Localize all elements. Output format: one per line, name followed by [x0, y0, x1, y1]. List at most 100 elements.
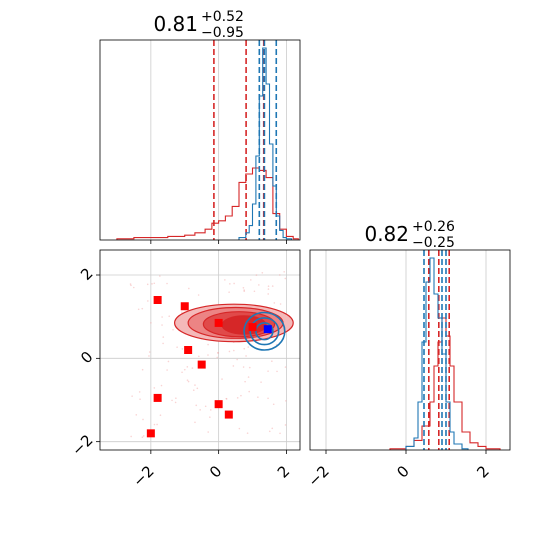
right-hist-series-0	[389, 317, 501, 450]
marginal-right-panel: −2 0 2	[304, 249, 511, 490]
joint-sample-dot	[161, 316, 163, 318]
joint-sample-dot	[243, 347, 246, 350]
joint-sample-dot	[194, 384, 196, 386]
joint-sample-dot	[167, 360, 170, 363]
joint-xtick-label-2: 2	[274, 462, 293, 481]
blue-marker	[263, 325, 272, 334]
joint-sample-dot	[159, 275, 161, 277]
joint-sample-dot	[258, 284, 260, 286]
joint-sample-dot	[156, 423, 158, 426]
right-title-plus: +0.26	[412, 219, 455, 235]
joint-sample-dot	[130, 435, 132, 438]
top-hist-series-1	[238, 47, 293, 240]
right-title: 0.82 +0.26 −0.25	[364, 219, 455, 251]
joint-sample-dot	[207, 354, 209, 356]
joint-sample-dot	[285, 400, 287, 402]
joint-sample-dot	[153, 387, 156, 389]
joint-sample-dot	[204, 405, 207, 408]
right-frame	[309, 249, 511, 451]
red-marker-5	[248, 323, 257, 332]
joint-sample-dot	[268, 430, 271, 433]
joint-sample-dot	[284, 277, 287, 280]
joint-sample-dot	[186, 366, 189, 368]
joint-sample-dot	[236, 358, 238, 361]
top-title-minus: −0.95	[201, 25, 244, 41]
joint-sample-dot	[141, 436, 144, 439]
joint-sample-dot	[159, 414, 162, 417]
joint-sample-dot	[138, 391, 141, 393]
joint-sample-dot	[166, 369, 168, 371]
joint-sample-dot	[181, 311, 183, 313]
joint-sample-dot	[166, 282, 168, 285]
blue-contour-0	[243, 311, 286, 351]
joint-sample-dot	[248, 366, 251, 369]
joint-sample-dot	[249, 279, 252, 281]
joint-sample-dot	[146, 283, 149, 286]
joint-sample-dot	[276, 370, 278, 373]
joint-sample-dot	[186, 379, 189, 381]
joint-sample-dot	[271, 360, 273, 362]
right-xtick-label-1: 0	[393, 462, 412, 481]
joint-sample-dot	[243, 290, 246, 292]
joint-sample-dot	[273, 302, 276, 304]
top-frame	[99, 39, 301, 241]
joint-sample-dot	[132, 286, 135, 289]
joint-sample-dot	[255, 274, 258, 276]
joint-sample-dot	[284, 366, 287, 368]
blue-contour-1	[249, 317, 280, 346]
joint-sample-dot	[141, 368, 144, 371]
joint-sample-dot	[240, 394, 242, 397]
joint-sample-dot	[221, 378, 223, 380]
joint-sample-dot	[148, 355, 150, 357]
joint-sample-dot	[162, 336, 165, 338]
joint-sample-dot	[248, 390, 250, 393]
joint-sample-dot	[137, 308, 140, 311]
joint-sample-dot	[257, 396, 259, 398]
joint-sample-dot	[171, 399, 173, 402]
joint-sample-dot	[244, 380, 246, 383]
joint-sample-dot	[188, 287, 190, 290]
joint-sample-dot	[183, 368, 186, 371]
joint-sample-dot	[242, 366, 245, 368]
joint-sample-dot	[187, 380, 190, 383]
joint-ytick-label-1: 0	[77, 348, 96, 367]
joint-sample-dot	[260, 381, 262, 383]
joint-sample-dot	[207, 343, 209, 346]
joint-sample-dot	[228, 350, 231, 353]
joint-sample-dot	[135, 414, 138, 416]
joint-sample-dot	[267, 293, 270, 295]
joint-sample-dot	[217, 352, 219, 354]
joint-sample-dot	[129, 283, 132, 285]
joint-ytick-label-0: −2	[68, 431, 96, 459]
joint-sample-dot	[191, 367, 194, 369]
red-marker-0	[153, 296, 162, 304]
joint-sample-dot	[284, 424, 287, 426]
red-marker-6	[153, 393, 162, 402]
joint-sample-dot	[247, 376, 250, 378]
joint-sample-dot	[198, 355, 200, 358]
joint-sample-dot	[131, 395, 133, 397]
joint-sample-dot	[181, 348, 184, 350]
red-marker-3	[197, 360, 206, 369]
marginal-top-panel	[99, 39, 301, 244]
joint-sample-dot	[272, 403, 275, 406]
top-title-plus: +0.52	[201, 9, 244, 25]
joint-sample-dot	[217, 351, 219, 354]
joint-sample-dot	[224, 279, 226, 281]
joint-sample-dot	[232, 365, 235, 367]
joint-sample-dot	[271, 285, 274, 287]
joint-sample-dot	[168, 315, 171, 318]
joint-sample-dot	[228, 291, 230, 293]
right-xtick-label-2: 2	[473, 462, 492, 481]
joint-sample-dot	[192, 389, 195, 392]
joint-sample-dot	[267, 397, 269, 400]
joint-sample-dot	[278, 274, 281, 276]
joint-sample-dot	[236, 397, 239, 399]
joint-sample-dot	[225, 397, 228, 400]
joint-sample-dot	[216, 356, 219, 359]
red-marker-9	[146, 429, 155, 438]
joint-sample-dot	[162, 342, 164, 345]
red-marker-1	[180, 302, 189, 311]
joint-sample-dot	[147, 300, 149, 302]
joint-sample-dot	[199, 409, 201, 411]
